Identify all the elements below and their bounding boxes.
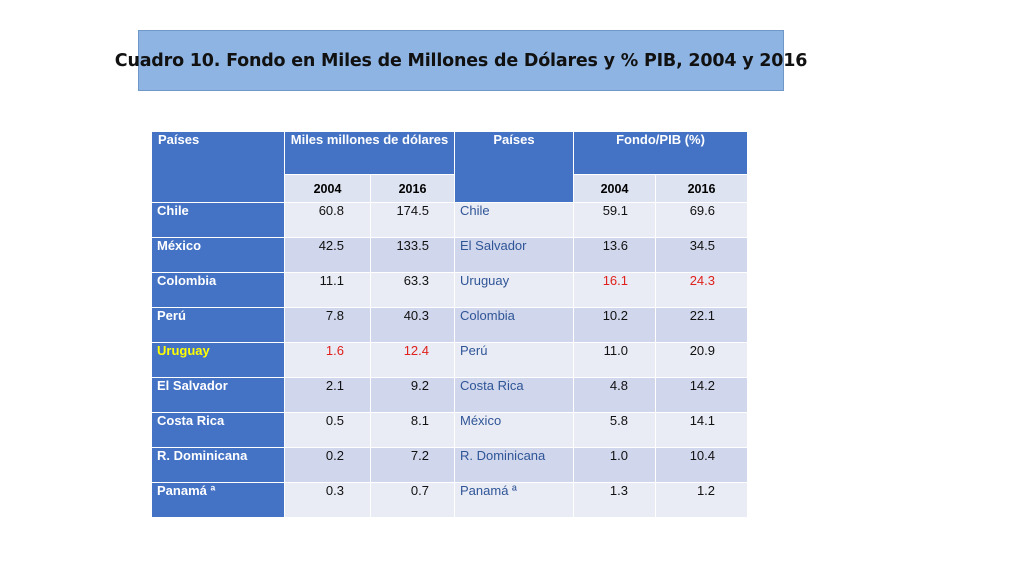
amount-2004-cell: 0.5 xyxy=(284,412,371,448)
amount-2016-cell: 12.4 xyxy=(370,342,455,378)
amount-2004-cell: 0.2 xyxy=(284,447,371,483)
table-row: Costa Rica 0.5 8.1 México 5.8 14.1 xyxy=(151,412,749,448)
country-cell: Chile xyxy=(151,202,285,238)
amount-2004-cell: 2.1 xyxy=(284,377,371,413)
country-gdp-cell: R. Dominicana xyxy=(454,447,574,483)
country-cell: México xyxy=(151,237,285,273)
table-row: Chile 60.8 174.5 Chile 59.1 69.6 xyxy=(151,202,749,238)
gdp-2004-cell: 5.8 xyxy=(573,412,656,448)
table-row: Panamá ª 0.3 0.7 Panamá ª 1.3 1.2 xyxy=(151,482,749,518)
country-gdp-cell: El Salvador xyxy=(454,237,574,273)
table-row: Perú 7.8 40.3 Colombia 10.2 22.1 xyxy=(151,307,749,343)
country-cell: Colombia xyxy=(151,272,285,308)
amount-2016-cell: 0.7 xyxy=(370,482,455,518)
gdp-2004-cell: 13.6 xyxy=(573,237,656,273)
gdp-2016-cell: 14.2 xyxy=(654,377,749,413)
table-row: El Salvador 2.1 9.2 Costa Rica 4.8 14.2 xyxy=(151,377,749,413)
header-countries-left: Países xyxy=(151,131,285,203)
gdp-2004-cell: 1.3 xyxy=(573,482,656,518)
amount-2004-cell: 0.3 xyxy=(284,482,371,518)
country-gdp-cell: Chile xyxy=(454,202,574,238)
country-cell: Panamá ª xyxy=(151,482,285,518)
gdp-2016-cell: 22.1 xyxy=(654,307,749,343)
gdp-2016-cell: 20.9 xyxy=(654,342,749,378)
table-row: Uruguay 1.6 12.4 Perú 11.0 20.9 xyxy=(151,342,749,378)
country-gdp-cell: México xyxy=(454,412,574,448)
header-countries-right: Países xyxy=(454,131,574,203)
gdp-2004-cell: 1.0 xyxy=(573,447,656,483)
page-title: Cuadro 10. Fondo en Miles de Millones de… xyxy=(114,50,808,71)
gdp-2016-cell: 34.5 xyxy=(654,237,749,273)
header-fund-amount: Miles millones de dólares xyxy=(284,131,455,175)
gdp-2004-cell: 11.0 xyxy=(573,342,656,378)
gdp-2004-cell: 16.1 xyxy=(573,272,656,308)
country-gdp-cell: Colombia xyxy=(454,307,574,343)
header-year-2004-amount: 2004 xyxy=(284,174,371,203)
gdp-2016-cell: 10.4 xyxy=(654,447,749,483)
country-cell: Perú xyxy=(151,307,285,343)
country-cell: Uruguay xyxy=(151,342,285,378)
amount-2016-cell: 9.2 xyxy=(370,377,455,413)
amount-2016-cell: 174.5 xyxy=(370,202,455,238)
amount-2016-cell: 63.3 xyxy=(370,272,455,308)
header-fund-gdp: Fondo/PIB (%) xyxy=(572,131,749,175)
gdp-2016-cell: 69.6 xyxy=(654,202,749,238)
amount-2016-cell: 7.2 xyxy=(370,447,455,483)
gdp-2016-cell: 14.1 xyxy=(654,412,749,448)
amount-2004-cell: 7.8 xyxy=(284,307,371,343)
table-row: Colombia 11.1 63.3 Uruguay 16.1 24.3 xyxy=(151,272,749,308)
country-cell: El Salvador xyxy=(151,377,285,413)
country-gdp-cell: Panamá ª xyxy=(454,482,574,518)
amount-2004-cell: 60.8 xyxy=(284,202,371,238)
table-row: México 42.5 133.5 El Salvador 13.6 34.5 xyxy=(151,237,749,273)
amount-2004-cell: 1.6 xyxy=(284,342,371,378)
amount-2004-cell: 11.1 xyxy=(284,272,371,308)
gdp-2004-cell: 4.8 xyxy=(573,377,656,413)
header-year-2004-gdp: 2004 xyxy=(573,174,656,203)
country-gdp-cell: Perú xyxy=(454,342,574,378)
header-year-2016-amount: 2016 xyxy=(370,174,455,203)
table-row: R. Dominicana 0.2 7.2 R. Dominicana 1.0 … xyxy=(151,447,749,483)
title-box: Cuadro 10. Fondo en Miles de Millones de… xyxy=(115,30,807,91)
gdp-2016-cell: 24.3 xyxy=(654,272,749,308)
amount-2004-cell: 42.5 xyxy=(284,237,371,273)
fund-table: Países Miles millones de dólares Países … xyxy=(151,131,749,518)
country-cell: R. Dominicana xyxy=(151,447,285,483)
country-gdp-cell: Costa Rica xyxy=(454,377,574,413)
header-year-2016-gdp: 2016 xyxy=(654,174,749,203)
country-cell: Costa Rica xyxy=(151,412,285,448)
gdp-2004-cell: 59.1 xyxy=(573,202,656,238)
amount-2016-cell: 8.1 xyxy=(370,412,455,448)
gdp-2016-cell: 1.2 xyxy=(654,482,749,518)
gdp-2004-cell: 10.2 xyxy=(573,307,656,343)
country-gdp-cell: Uruguay xyxy=(454,272,574,308)
amount-2016-cell: 40.3 xyxy=(370,307,455,343)
amount-2016-cell: 133.5 xyxy=(370,237,455,273)
